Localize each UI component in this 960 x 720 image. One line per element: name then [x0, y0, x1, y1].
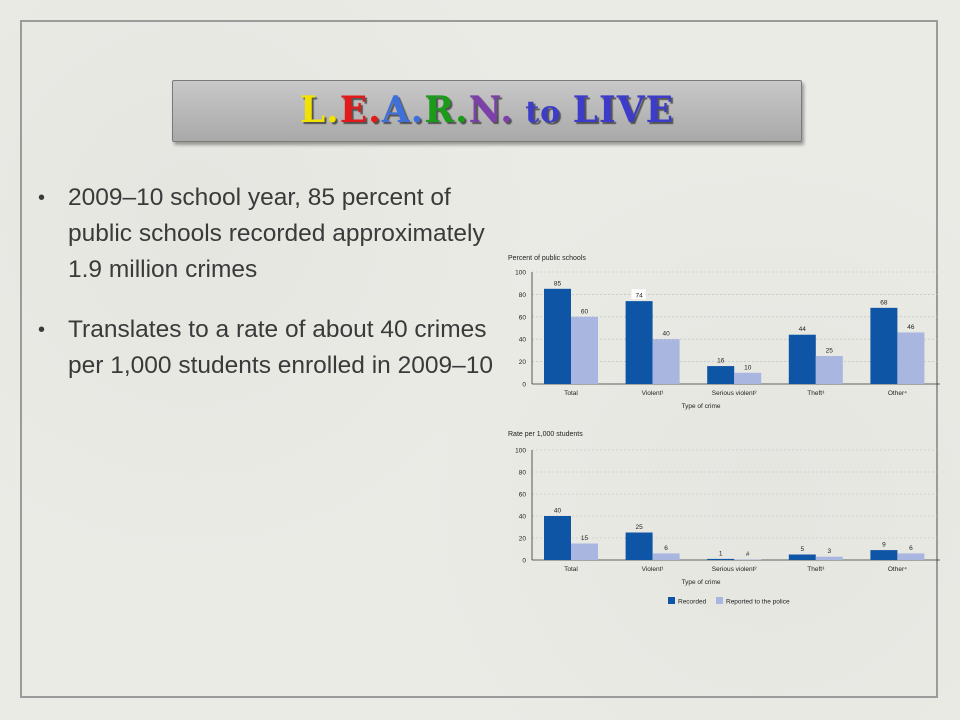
title-segment: E: [339, 89, 369, 131]
bullet-list: • 2009–10 school year, 85 percent of pub…: [38, 180, 508, 408]
title-segment: .: [368, 89, 382, 131]
y-tick-label: 40: [519, 337, 527, 344]
x-tick-label: Other⁴: [888, 566, 907, 573]
x-axis-label: Type of crime: [681, 579, 720, 586]
legend-label: Reported to the police: [726, 599, 790, 606]
data-label: 1: [719, 550, 723, 557]
data-label: 16: [717, 358, 725, 365]
title-segment: to: [513, 95, 573, 130]
x-tick-label: Theft³: [807, 566, 825, 573]
title-segment: L: [299, 89, 327, 131]
data-label: 40: [554, 508, 562, 515]
x-tick-label: Theft³: [807, 390, 825, 397]
chart-title: Percent of public schools: [508, 255, 586, 262]
data-label: 68: [880, 299, 888, 306]
y-tick-label: 60: [519, 492, 527, 499]
bar-reported: [897, 553, 925, 560]
title-segment: .: [455, 89, 469, 131]
bullet-icon: •: [38, 187, 46, 209]
x-tick-label: Serious violent²: [712, 566, 758, 573]
y-tick-label: 100: [515, 448, 526, 455]
title-segment: A: [381, 89, 411, 131]
title-segment: .: [500, 89, 514, 131]
bar-reported: [571, 543, 598, 560]
bar-recorded: [707, 366, 735, 384]
data-label: 5: [800, 546, 804, 553]
x-tick-label: Total: [564, 390, 578, 397]
bullet-text: Translates to a rate of about 40 crimes …: [68, 316, 493, 379]
y-tick-label: 80: [519, 470, 527, 477]
bar-reported: [734, 372, 762, 384]
bar-recorded: [788, 334, 816, 384]
data-label: #: [746, 551, 750, 558]
title-segment: .: [326, 89, 340, 131]
x-tick-label: Violent¹: [642, 390, 665, 397]
bar-reported: [815, 556, 843, 560]
data-label: 6: [909, 545, 913, 552]
bar-reported: [652, 553, 680, 560]
legend-swatch: [668, 597, 675, 604]
data-label: 74: [635, 293, 643, 300]
bullet-icon: •: [38, 319, 46, 341]
legend-swatch: [716, 597, 723, 604]
data-label: 46: [907, 324, 915, 331]
y-tick-label: 20: [519, 536, 527, 543]
bar-recorded: [625, 532, 653, 560]
legend-label: Recorded: [678, 599, 707, 606]
data-label: 9: [882, 542, 886, 549]
y-tick-label: 60: [519, 314, 527, 321]
y-tick-label: 0: [522, 382, 526, 389]
chart-title: Rate per 1,000 students: [508, 431, 583, 438]
title-segment: LIVE: [572, 89, 675, 131]
bar-reported: [897, 332, 925, 384]
bar-reported: [571, 316, 598, 384]
y-tick-label: 80: [519, 292, 527, 299]
bar-recorded: [788, 554, 816, 560]
x-tick-label: Total: [564, 566, 578, 573]
bar-recorded: [870, 307, 898, 384]
data-label: 40: [662, 331, 670, 338]
data-label: 3: [827, 548, 831, 555]
data-label: 60: [581, 308, 589, 315]
data-label: 10: [744, 364, 752, 371]
bullet-text: 2009–10 school year, 85 percent of publi…: [68, 184, 485, 283]
x-tick-label: Other⁴: [888, 390, 907, 397]
title-segment: N: [468, 89, 501, 131]
y-tick-label: 40: [519, 514, 527, 521]
title-segment: .: [410, 89, 425, 131]
data-label-bg: [631, 289, 646, 300]
slide-title: L.E.A.R.N. to LIVE: [172, 80, 802, 142]
bar-recorded: [544, 516, 571, 560]
bar-recorded: [870, 550, 898, 560]
bar-recorded: [625, 301, 653, 384]
title-segment: R: [424, 89, 456, 131]
bar-reported: [815, 356, 843, 384]
data-label: 85: [554, 280, 562, 287]
slide-frame: [20, 20, 938, 698]
y-tick-label: 0: [522, 558, 526, 565]
data-label: 44: [799, 326, 807, 333]
bar-recorded: [544, 288, 571, 384]
x-axis-label: Type of crime: [681, 403, 720, 410]
data-label: 25: [826, 348, 834, 355]
x-tick-label: Serious violent²: [712, 390, 758, 397]
data-label: 25: [635, 524, 643, 531]
bullet-item: • 2009–10 school year, 85 percent of pub…: [38, 180, 508, 288]
data-label: 6: [664, 545, 668, 552]
x-tick-label: Violent¹: [642, 566, 665, 573]
y-tick-label: 100: [515, 270, 526, 277]
crime-charts: Percent of public schools020406080100856…: [508, 255, 940, 606]
data-label: 15: [581, 535, 589, 542]
bullet-item: • Translates to a rate of about 40 crime…: [38, 312, 508, 384]
bar-reported: [652, 339, 680, 384]
y-tick-label: 20: [519, 359, 527, 366]
bar-recorded: [707, 558, 735, 560]
